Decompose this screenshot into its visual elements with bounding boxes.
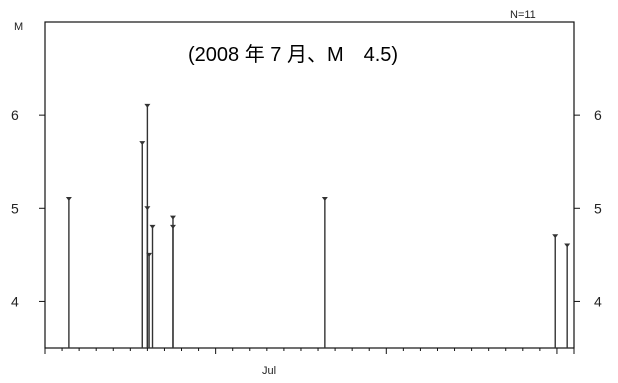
x-ticks	[44, 348, 575, 354]
stem-marker	[564, 243, 571, 248]
x-tick-label-jul: Jul	[262, 365, 276, 377]
y-axis-label: M	[14, 21, 23, 33]
y-tick-label-left: 6	[11, 107, 19, 123]
count-label: N=11	[510, 9, 536, 21]
stem-marker	[144, 103, 151, 108]
stem-marker	[321, 196, 328, 201]
plot-frame	[44, 21, 575, 349]
y-tick-label-right: 4	[594, 293, 602, 309]
stem-marker	[169, 224, 176, 229]
y-tick-label-left: 4	[11, 293, 19, 309]
chart-title: (2008 年 7 月、M 4.5)	[188, 43, 398, 66]
stem-marker	[146, 252, 153, 257]
y-tick-label-left: 5	[11, 200, 19, 216]
stem-marker	[139, 141, 146, 146]
data-stems	[65, 103, 571, 348]
y-tick-label-right: 6	[594, 107, 602, 123]
y-ticks: 4 4 5 5 6 6	[11, 107, 602, 309]
stem-marker	[65, 196, 72, 201]
stem-marker	[169, 215, 176, 220]
stem-marker	[552, 234, 559, 239]
y-tick-label-right: 5	[594, 200, 602, 216]
stem-marker	[144, 206, 151, 211]
stem-marker	[149, 224, 156, 229]
